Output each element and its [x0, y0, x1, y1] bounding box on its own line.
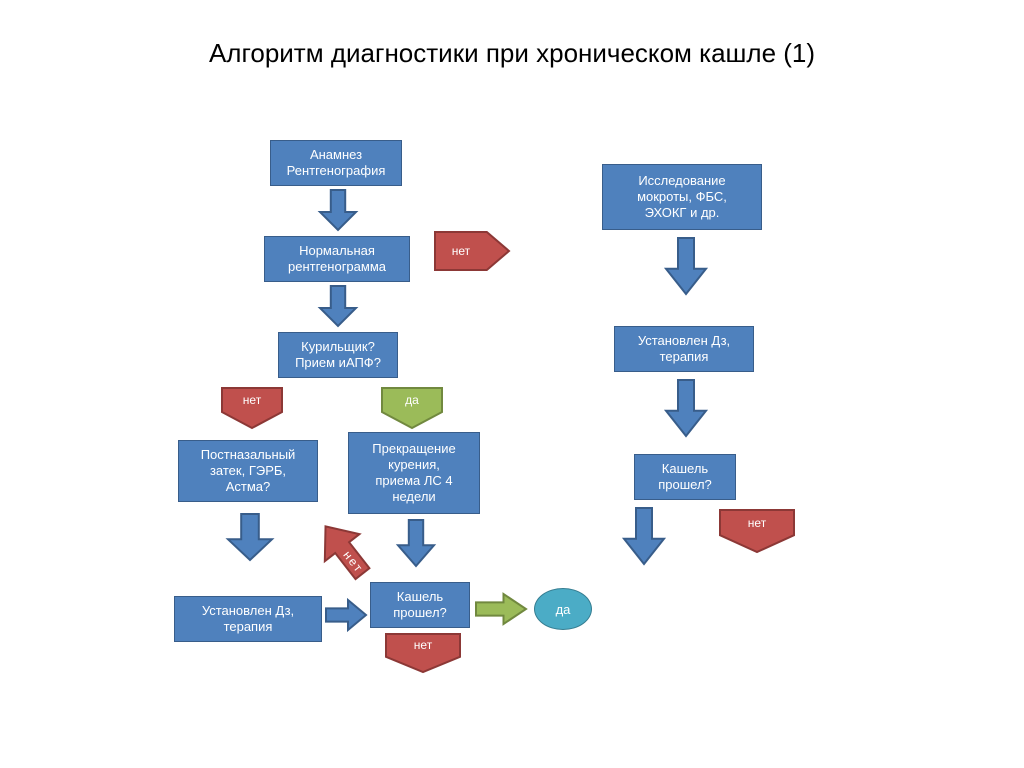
arrow-a10	[666, 380, 706, 436]
arrow-a11	[624, 508, 664, 564]
arrow-a3	[222, 388, 282, 428]
node-label: Установлен Дз,терапия	[638, 333, 730, 366]
node-cough-gone-left: Кашельпрошел?	[370, 582, 470, 628]
node-normal-xray: Нормальнаярентгенограмма	[264, 236, 410, 282]
arrow-a4	[382, 388, 442, 428]
arrow-a15	[308, 513, 380, 587]
diagram-canvas: { "title": "Алгоритм диагностики при хро…	[0, 0, 1024, 768]
node-label: Кашельпрошел?	[658, 461, 712, 494]
node-label: Нормальнаярентгенограмма	[288, 243, 386, 276]
node-label: Установлен Дз,терапия	[202, 603, 294, 636]
arrow-a1	[320, 190, 356, 230]
node-label: да	[556, 602, 571, 617]
arrow-a14	[386, 634, 460, 672]
arrow-a6	[398, 520, 434, 566]
node-yes-terminal: да	[534, 588, 592, 630]
arrow-a7	[326, 600, 366, 630]
node-diagnosis-right: Установлен Дз,терапия	[614, 326, 754, 372]
node-stop-smoking: Прекращениекурения,приема ЛС 4недели	[348, 432, 480, 514]
node-label: Курильщик?Прием иАПФ?	[295, 339, 381, 372]
node-diagnosis-left: Установлен Дз,терапия	[174, 596, 322, 642]
node-anamnesis: АнамнезРентгенография	[270, 140, 402, 186]
arrow-a5	[228, 514, 272, 560]
arrow-a9	[666, 238, 706, 294]
node-label: Кашельпрошел?	[393, 589, 447, 622]
arrow-a8	[435, 232, 509, 270]
node-postnasal: Постназальныйзатек, ГЭРБ,Астма?	[178, 440, 318, 502]
node-label: Постназальныйзатек, ГЭРБ,Астма?	[201, 447, 296, 496]
arrow-a12	[720, 510, 794, 552]
node-label: Исследованиемокроты, ФБС,ЭХОКГ и др.	[637, 173, 727, 222]
node-label: АнамнезРентгенография	[287, 147, 386, 180]
node-investigation: Исследованиемокроты, ФБС,ЭХОКГ и др.	[602, 164, 762, 230]
node-smoker-acei: Курильщик?Прием иАПФ?	[278, 332, 398, 378]
node-label: Прекращениекурения,приема ЛС 4недели	[372, 441, 455, 506]
diagram-title: Алгоритм диагностики при хроническом каш…	[0, 38, 1024, 69]
node-cough-gone-right: Кашельпрошел?	[634, 454, 736, 500]
arrow-a13	[476, 594, 526, 624]
arrow-a2	[320, 286, 356, 326]
